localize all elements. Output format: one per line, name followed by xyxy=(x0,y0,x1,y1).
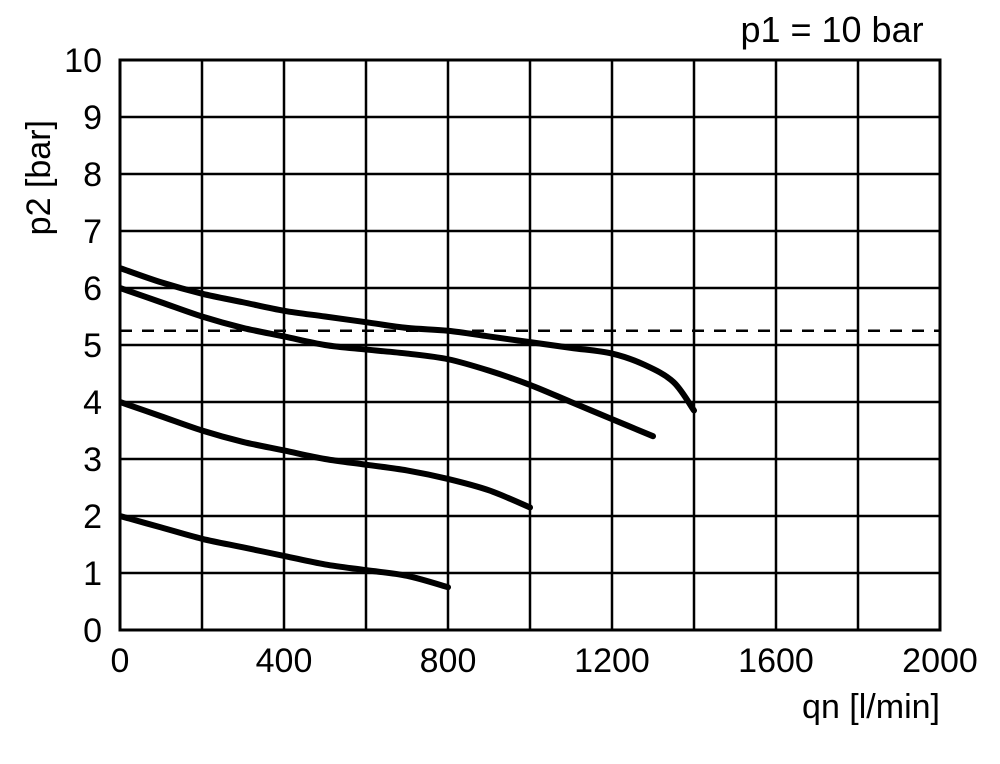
x-tick-label: 1600 xyxy=(738,642,814,680)
y-tick-label: 3 xyxy=(83,441,102,479)
y-tick-label: 2 xyxy=(83,498,102,536)
x-tick-label: 800 xyxy=(420,642,477,680)
y-tick-label: 4 xyxy=(83,384,102,422)
x-tick-label: 400 xyxy=(256,642,313,680)
x-tick-label: 1200 xyxy=(574,642,650,680)
y-tick-label: 9 xyxy=(83,99,102,137)
x-tick-label: 0 xyxy=(111,642,130,680)
x-tick-label: 2000 xyxy=(902,642,978,680)
y-tick-label: 0 xyxy=(83,612,102,650)
y-tick-label: 5 xyxy=(83,327,102,365)
y-tick-label: 1 xyxy=(83,555,102,593)
y-tick-label: 8 xyxy=(83,156,102,194)
x-axis-title: qn [l/min] xyxy=(802,688,940,726)
annotation-p1: p1 = 10 bar xyxy=(740,9,923,50)
chart-svg: 0 400 800 1200 1600 2000 0 1 2 3 4 5 6 7 8 9 10 qn [l/min… xyxy=(0,0,1000,764)
y-tick-label: 6 xyxy=(83,270,102,308)
y-axis-title: p2 [bar] xyxy=(20,120,58,235)
y-tick-label: 10 xyxy=(64,42,102,80)
pressure-flow-chart: 0 400 800 1200 1600 2000 0 1 2 3 4 5 6 7 8 9 10 qn [l/min… xyxy=(0,0,1000,764)
y-tick-label: 7 xyxy=(83,213,102,251)
